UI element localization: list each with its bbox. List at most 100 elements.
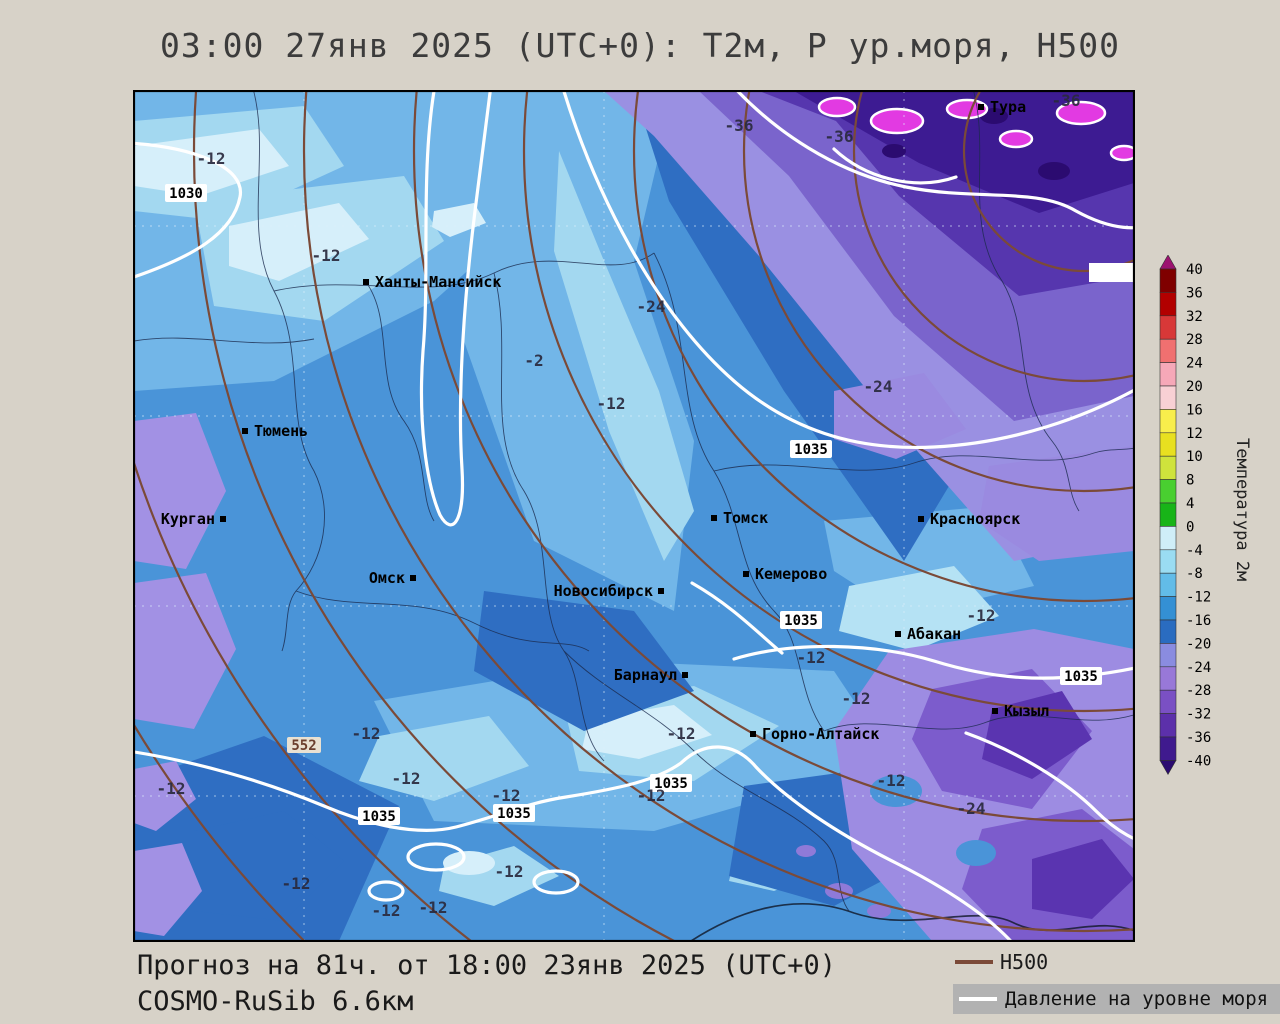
pressure-legend-label: Давление на уровне моря xyxy=(1005,988,1269,1010)
temperature-value-label: -12 xyxy=(842,689,871,708)
graticule xyxy=(134,91,1134,941)
colorbar-segment xyxy=(1159,455,1177,480)
city-marker xyxy=(918,516,924,522)
pressure-label-box xyxy=(493,804,535,822)
colorbar-tick-label: 32 xyxy=(1186,309,1203,325)
pressure-value-label: 1030 xyxy=(169,186,203,202)
temperature-value-label: -12 xyxy=(419,898,448,917)
temperature-value-label: -12 xyxy=(312,246,341,265)
city-marker xyxy=(220,516,226,522)
city-label: Тюмень xyxy=(254,422,308,440)
colorbar-tick-label: -12 xyxy=(1186,590,1211,606)
city-label: Тура xyxy=(990,98,1026,116)
temperature-value-label: -12 xyxy=(637,786,666,805)
colorbar-tick-label: 16 xyxy=(1186,402,1203,418)
city-label: Томск xyxy=(723,509,768,527)
pressure-contours xyxy=(134,91,1134,941)
page-title: 03:00 27янв 2025 (UTC+0): Т2м, Р ур.моря… xyxy=(160,26,1120,65)
city-marker xyxy=(711,515,717,521)
colorbar-segment xyxy=(1159,549,1177,574)
blank-label-box xyxy=(1089,263,1134,282)
pressure-value-label: 1035 xyxy=(654,776,688,792)
colorbar-tick-label: -24 xyxy=(1186,660,1211,676)
colorbar-tick-label: -20 xyxy=(1186,636,1211,652)
city-marker xyxy=(750,731,756,737)
temperature-value-label: -36 xyxy=(825,127,854,146)
city-label: Ханты-Мансийск xyxy=(375,273,501,291)
admin-boundaries xyxy=(134,91,1134,941)
map-container: 552 1030 1035 1035 1035 1035 1035 1035 -12 -12-… xyxy=(133,90,1135,942)
temperature-value-label: -24 xyxy=(864,377,893,396)
city-marker xyxy=(658,588,664,594)
h500-value-label: 552 xyxy=(291,738,316,754)
city-marker xyxy=(363,279,369,285)
pressure-label-box xyxy=(1060,667,1102,685)
temperature-value-label: -12 xyxy=(352,724,381,743)
city-label: Омск xyxy=(369,569,405,587)
temperature-value-label: -12 xyxy=(495,862,524,881)
map-border xyxy=(134,91,1134,941)
colorbar-tick-label: 40 xyxy=(1186,262,1203,278)
city-marker xyxy=(743,571,749,577)
colorbar-tick-label: -4 xyxy=(1186,543,1203,559)
city-marker xyxy=(410,575,416,581)
pressure-value-label: 1035 xyxy=(784,613,818,629)
colorbar-tick-label: 12 xyxy=(1186,426,1203,442)
city-label: Кемерово xyxy=(755,565,827,583)
colorbar-segment xyxy=(1159,315,1177,340)
city-label: Барнаул xyxy=(614,666,677,684)
temperature-value-label: -12 xyxy=(392,769,421,788)
temperature-value-label: -12 xyxy=(877,771,906,790)
temperature-value-label: -36 xyxy=(1052,91,1081,110)
temperature-value-label: -12 xyxy=(492,786,521,805)
colorbar-tick-label: -8 xyxy=(1186,566,1203,582)
colorbar-tick-label: -36 xyxy=(1186,730,1211,746)
colorbar-top-tip xyxy=(1159,255,1177,270)
colorbar-segment xyxy=(1159,479,1177,504)
city-label: Абакан xyxy=(907,625,961,643)
h500-labels: 552 xyxy=(287,737,321,754)
colorbar-segment xyxy=(1159,619,1177,644)
pressure-value-label: 1035 xyxy=(794,442,828,458)
colorbar-tick-label: -40 xyxy=(1186,753,1211,769)
colorbar-segment xyxy=(1159,736,1177,761)
colorbar-segment xyxy=(1159,572,1177,597)
model-info: COSMO-RuSib 6.6км xyxy=(137,986,414,1017)
city-label: Красноярск xyxy=(930,510,1020,528)
temperature-value-label: -12 xyxy=(967,606,996,625)
pressure-label-box xyxy=(780,611,822,629)
temperature-value-label: -12 xyxy=(372,901,401,920)
colorbar-tick-label: 0 xyxy=(1186,519,1194,535)
city-marker xyxy=(978,104,984,110)
colorbar-bottom-tip xyxy=(1159,760,1177,776)
temperature-colorbar: 403632282420161210840-4-8-12-16-20-24-28… xyxy=(1159,255,1211,776)
colorbar-segment xyxy=(1159,338,1177,363)
city-label: Новосибирск xyxy=(554,582,653,600)
pressure-value-label: 1035 xyxy=(1064,669,1098,685)
colorbar-segment xyxy=(1159,526,1177,551)
temperature-value-label: -12 xyxy=(282,874,311,893)
colorbar-segment xyxy=(1159,268,1177,293)
city-marker xyxy=(242,428,248,434)
temperature-value-label: -2 xyxy=(524,351,543,370)
colorbar-segment xyxy=(1159,362,1177,387)
colorbar-tick-label: -16 xyxy=(1186,613,1211,629)
pressure-label-box xyxy=(165,184,207,202)
pressure-legend: Давление на уровне моря xyxy=(953,984,1280,1014)
temperature-value-label: -12 xyxy=(797,648,826,667)
colorbar-segment xyxy=(1159,666,1177,691)
colorbar-tick-label: 28 xyxy=(1186,332,1203,348)
colorbar-segment xyxy=(1159,596,1177,621)
h500-contours xyxy=(134,91,1134,941)
colorbar-segment xyxy=(1159,385,1177,410)
h500-legend-label: Н500 xyxy=(1000,950,1049,974)
colorbar-segment xyxy=(1159,292,1177,317)
colorbar-title: Температура 2м xyxy=(1232,438,1252,582)
temperature-value-label: -24 xyxy=(637,297,666,316)
colorbar-segment xyxy=(1159,689,1177,714)
colorbar-tick-label: 8 xyxy=(1186,473,1194,489)
forecast-info: Прогноз на 81ч. от 18:00 23янв 2025 (UTC… xyxy=(137,950,836,981)
city-label: Горно-Алтайск xyxy=(762,725,879,743)
h500-line-sample xyxy=(955,960,993,964)
